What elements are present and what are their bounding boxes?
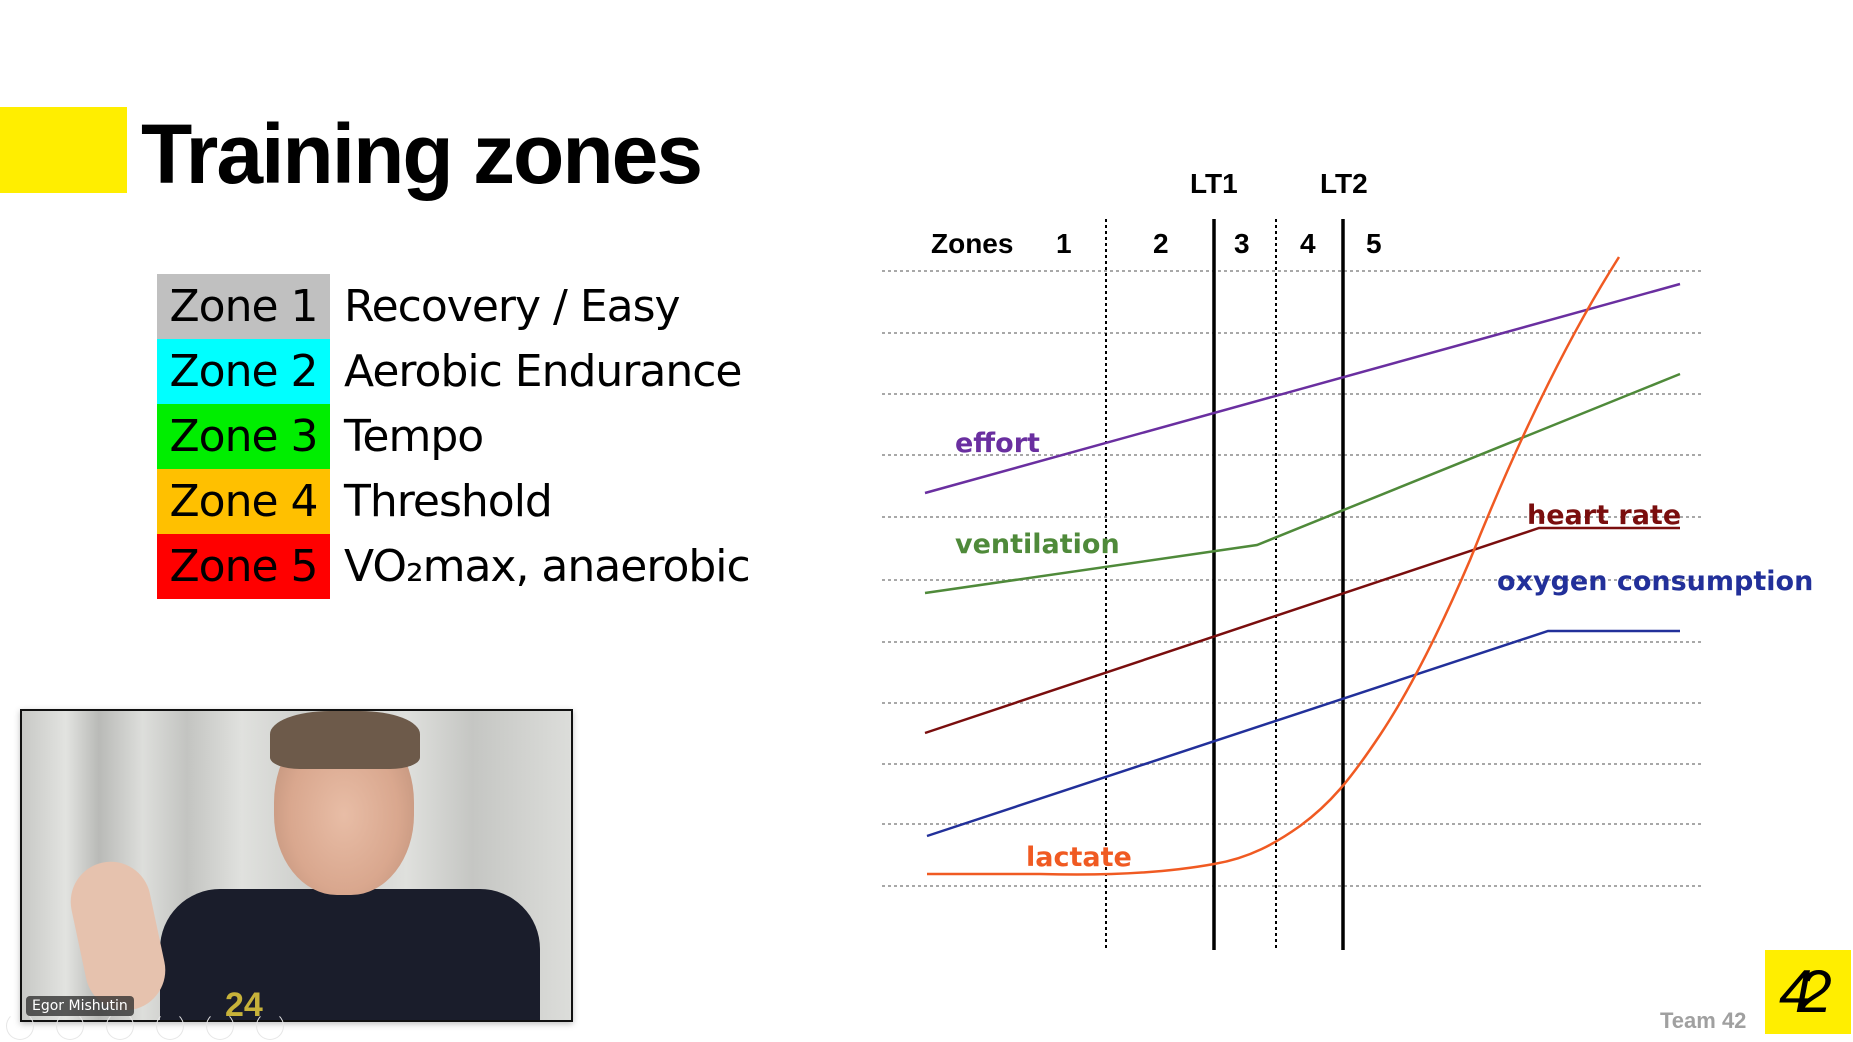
zone-description: Aerobic Endurance: [344, 346, 742, 397]
control-icon[interactable]: [156, 1012, 184, 1040]
label-oxygen: oxygen consumption: [1497, 566, 1813, 597]
participant-body: [160, 889, 540, 1020]
title-accent-block: [0, 107, 127, 193]
zones-header: Zones: [931, 228, 1013, 259]
page-title: Training zones: [141, 107, 703, 201]
participant-hair: [270, 711, 420, 769]
series-oxygen-consumption: [926, 629, 1680, 838]
control-icon[interactable]: [106, 1012, 134, 1040]
lt1-label: LT1: [1190, 168, 1238, 199]
control-icon[interactable]: [206, 1012, 234, 1040]
zone-number-3: 3: [1234, 228, 1250, 259]
zone-row-3: Zone 3 Tempo: [157, 404, 750, 469]
zones-table: Zone 1 Recovery / Easy Zone 2 Aerobic En…: [157, 274, 751, 599]
zone-number-2: 2: [1153, 228, 1169, 259]
control-icon[interactable]: [256, 1012, 284, 1040]
zone-number-4: 4: [1300, 228, 1316, 259]
participant-name-tag: Egor Mishutin: [26, 996, 134, 1016]
label-lactate: lactate: [1026, 842, 1132, 873]
label-effort: effort: [955, 428, 1040, 459]
zone-description: VO₂max, anaerobic: [344, 541, 751, 592]
series-lactate: [927, 256, 1621, 876]
label-ventilation: ventilation: [955, 529, 1120, 560]
zone-description: Tempo: [344, 411, 484, 462]
zone-chip: Zone 2: [157, 339, 330, 404]
zone-chip: Zone 4: [157, 469, 330, 534]
zone-description: Recovery / Easy: [344, 281, 681, 332]
zone-row-2: Zone 2 Aerobic Endurance: [157, 339, 750, 404]
control-icon[interactable]: [56, 1012, 84, 1040]
zone-row-4: Zone 4 Threshold: [157, 469, 750, 534]
participant-video[interactable]: 24 Egor Mishutin: [20, 709, 573, 1022]
chart-gridlines: [882, 270, 1703, 887]
zone-chip: Zone 1: [157, 274, 330, 339]
zone-number-1: 1: [1056, 228, 1072, 259]
meeting-controls: [6, 1012, 284, 1040]
footer-team-label: Team 42: [1660, 1008, 1747, 1033]
zone-chip: Zone 3: [157, 404, 330, 469]
control-icon[interactable]: [6, 1012, 34, 1040]
zone-description: Threshold: [344, 476, 553, 527]
team-42-logo: 42: [1765, 950, 1851, 1034]
lt2-label: LT2: [1320, 168, 1368, 199]
label-heart-rate: heart rate: [1527, 500, 1681, 531]
series-ventilation: [924, 372, 1681, 595]
logo-text: 42: [1779, 958, 1832, 1025]
zone-number-5: 5: [1366, 228, 1382, 259]
zone-row-1: Zone 1 Recovery / Easy: [157, 274, 750, 339]
series-heart-rate: [924, 526, 1680, 735]
zone-chip: Zone 5: [157, 534, 330, 599]
series-effort: [924, 282, 1681, 495]
shirt-logo: 24: [225, 986, 263, 1022]
zone-boundaries: [1105, 219, 1345, 950]
zone-row-5: Zone 5 VO₂max, anaerobic: [157, 534, 751, 599]
